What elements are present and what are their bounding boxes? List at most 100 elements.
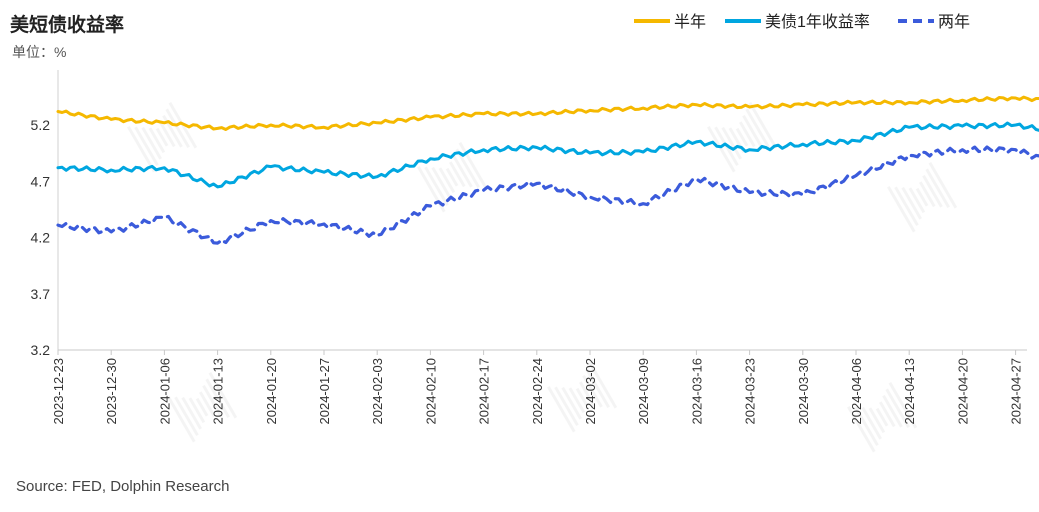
watermark-mark	[547, 361, 618, 433]
watermark-bar	[922, 174, 943, 208]
x-tick-label: 2024-04-06	[849, 358, 864, 425]
x-tick-label: 2024-01-06	[157, 358, 172, 425]
watermark-bar	[208, 371, 238, 419]
watermark-bar	[585, 368, 610, 409]
watermark-mark	[127, 101, 198, 173]
watermark-bar	[721, 126, 742, 160]
watermark-bar	[155, 127, 169, 147]
x-tick-label: 2024-03-30	[796, 358, 811, 425]
watermark-bar	[165, 108, 190, 149]
watermark-bar	[195, 397, 209, 417]
watermark-bar	[901, 186, 922, 220]
watermark-bar	[887, 185, 916, 233]
y-tick-label: 4.2	[31, 230, 51, 246]
series-line	[56, 145, 1039, 245]
watermark-bar	[894, 186, 919, 227]
watermark-bar	[452, 154, 473, 188]
y-tick-label: 3.2	[31, 342, 51, 358]
source-note: Source: FED, Dolphin Research	[16, 478, 229, 495]
watermark-mark	[847, 381, 918, 453]
y-tick-label: 3.7	[31, 286, 51, 302]
watermark-bar	[588, 361, 618, 409]
watermark-bar	[847, 405, 876, 453]
legend-label: 半年	[674, 13, 706, 31]
watermark-bar	[918, 181, 936, 208]
x-tick-label: 2024-03-02	[583, 358, 598, 425]
watermark-bar	[885, 388, 910, 429]
watermark-bar	[424, 166, 449, 207]
chart-title: 美短债收益率	[10, 13, 124, 36]
watermark-bar	[554, 386, 579, 427]
watermark-bar	[745, 108, 770, 149]
watermark-bar	[875, 407, 889, 427]
watermark-bar	[167, 395, 196, 443]
x-tick-label: 2024-04-27	[1009, 358, 1024, 425]
watermark-bar	[438, 167, 456, 194]
watermark-bar	[158, 121, 176, 148]
watermark-bar	[445, 167, 459, 187]
y-tick-label: 4.7	[31, 173, 51, 189]
watermark-bar	[707, 125, 736, 173]
x-tick-label: 2024-01-13	[211, 358, 226, 425]
watermark-bar	[174, 396, 199, 437]
watermark-bar	[578, 381, 596, 408]
x-tick-label: 2024-02-24	[530, 358, 545, 425]
series-line	[56, 95, 1039, 131]
watermark-bar	[547, 385, 576, 433]
x-tick-label: 2024-02-03	[370, 358, 385, 425]
watermark-bar	[575, 387, 589, 407]
x-tick-label: 2024-03-23	[743, 358, 758, 425]
watermark-bar	[742, 114, 763, 148]
watermark-mark	[167, 371, 238, 443]
watermark-bar	[748, 101, 778, 149]
watermark-bar	[878, 401, 896, 428]
watermark-bar	[188, 397, 206, 424]
watermark-bar	[431, 166, 452, 200]
watermark-bar	[735, 127, 749, 147]
watermark-bar	[568, 387, 586, 414]
legend-label: 两年	[938, 13, 970, 31]
watermark-mark	[887, 161, 958, 233]
watermark-bar	[202, 384, 223, 418]
watermark-bar	[915, 187, 929, 207]
watermark-bar	[205, 378, 230, 419]
watermark-bar	[148, 127, 166, 154]
watermark-bar	[582, 374, 603, 408]
x-tick-label: 2023-12-30	[104, 358, 119, 425]
x-tick-label: 2024-02-10	[423, 358, 438, 425]
x-tick-label: 2024-04-13	[902, 358, 917, 425]
series-line	[56, 121, 1039, 189]
legend: 半年 美债1年收益率 两年	[634, 13, 970, 31]
legend-label: 美债1年收益率	[765, 13, 870, 31]
x-tick-label: 2024-04-20	[955, 358, 970, 425]
watermark-bar	[181, 396, 202, 430]
unit-label: 单位：%	[12, 44, 66, 60]
watermark-bar	[455, 148, 480, 189]
x-tick-label: 2024-01-20	[264, 358, 279, 425]
watermark-bar	[141, 126, 162, 160]
watermark-bar	[561, 386, 582, 420]
watermark-bar	[882, 394, 903, 428]
watermark-bar	[888, 381, 918, 429]
watermark-bar	[738, 121, 756, 148]
watermark-bar	[925, 168, 950, 209]
x-tick-label: 2023-12-23	[51, 358, 66, 425]
x-tick-label: 2024-03-16	[689, 358, 704, 425]
watermark-bar	[198, 391, 216, 418]
watermark-bar	[448, 161, 466, 188]
x-tick-label: 2024-01-27	[317, 358, 332, 425]
axes: 3.2 3.7 4.2 4.7 5.2 2023-12-23 2023-12-30 2024-…	[31, 70, 1027, 425]
watermark-bar	[861, 406, 882, 440]
x-tick-label: 2024-02-17	[477, 358, 492, 425]
watermark-bar	[854, 406, 879, 447]
watermark-bar	[868, 407, 886, 434]
y-tick-label: 5.2	[31, 117, 51, 133]
watermark-bar	[908, 187, 926, 214]
watermark-bar	[134, 126, 159, 167]
series-layer	[56, 95, 1039, 245]
watermark-mark	[707, 101, 778, 173]
x-tick-label: 2024-03-09	[636, 358, 651, 425]
watermark-bar	[127, 125, 156, 173]
